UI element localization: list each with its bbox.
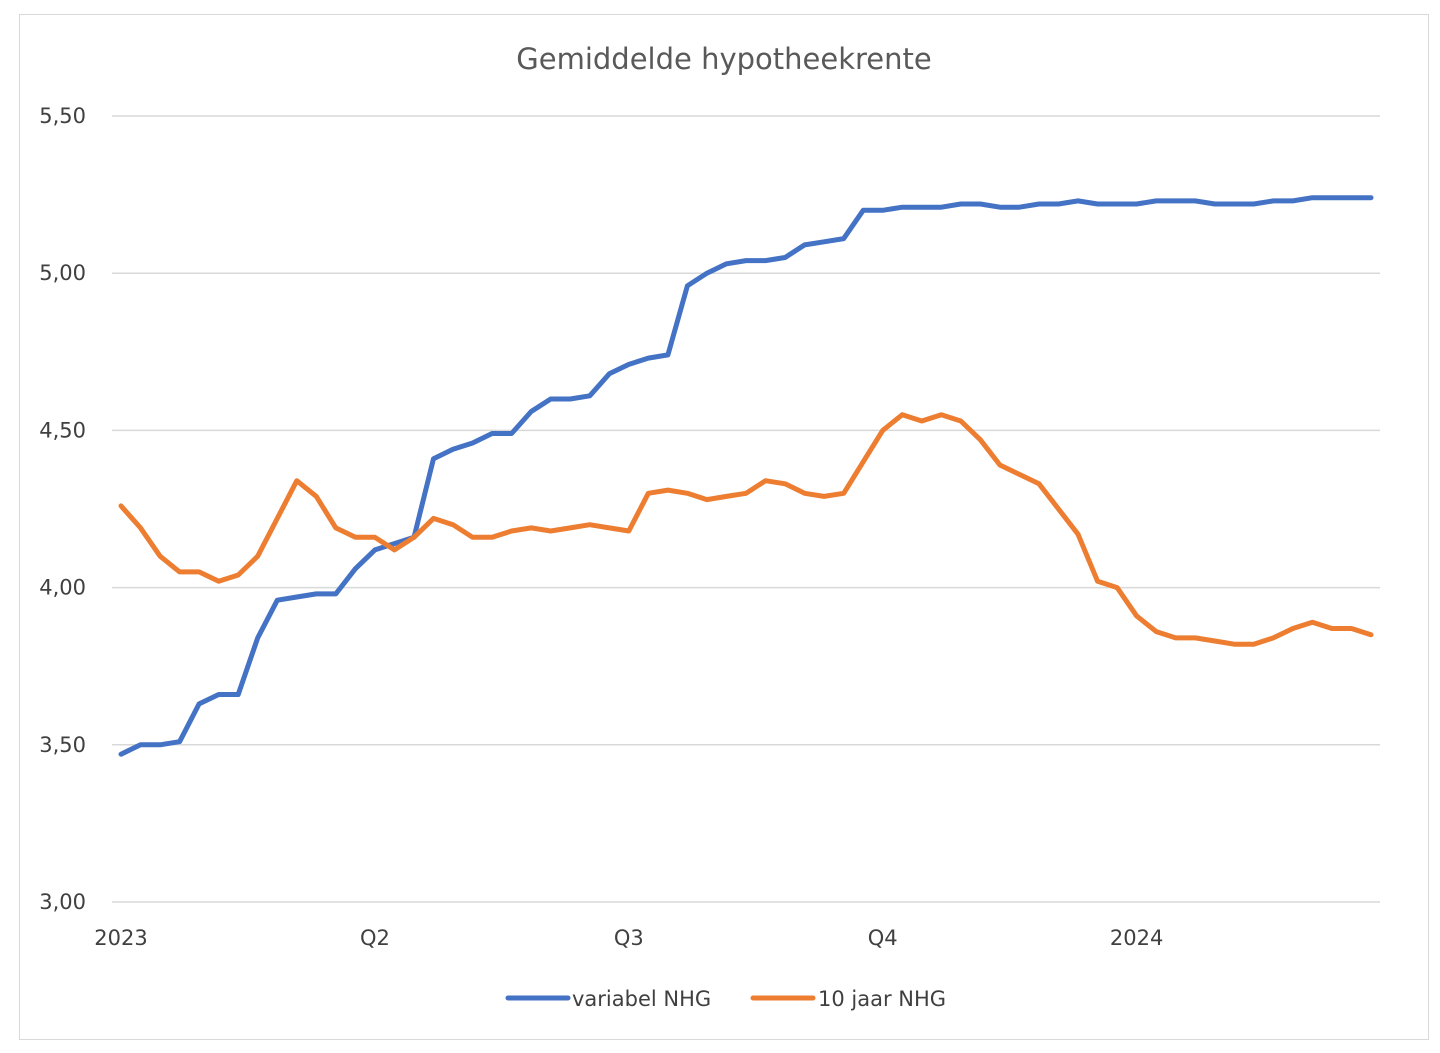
y-axis-ticks: 3,00 3,50 4,00 4,50 5,00 5,50 bbox=[39, 104, 86, 914]
series-line-variabel-nhg bbox=[118, 195, 1374, 757]
y-tick-label: 5,50 bbox=[39, 104, 86, 128]
legend: variabel NHG 10 jaar NHG bbox=[505, 987, 946, 1011]
y-tick-label: 4,00 bbox=[39, 576, 86, 600]
x-tick-label: 2023 bbox=[94, 926, 147, 950]
chart-frame bbox=[19, 14, 1429, 1040]
series-lines bbox=[118, 195, 1374, 757]
y-tick-label: 3,00 bbox=[39, 890, 86, 914]
y-tick-label: 4,50 bbox=[39, 418, 86, 442]
legend-label: 10 jaar NHG bbox=[818, 987, 946, 1011]
x-axis-ticks: 2023 Q2 Q3 Q4 2024 bbox=[94, 926, 1163, 950]
x-tick-label: Q4 bbox=[868, 926, 898, 950]
x-tick-label: 2024 bbox=[1110, 926, 1163, 950]
x-tick-label: Q2 bbox=[360, 926, 390, 950]
y-tick-label: 3,50 bbox=[39, 733, 86, 757]
x-tick-label: Q3 bbox=[614, 926, 644, 950]
series-line-10-jaar-nhg bbox=[118, 412, 1374, 647]
legend-label: variabel NHG bbox=[572, 987, 711, 1011]
chart-title: Gemiddelde hypotheekrente bbox=[516, 42, 931, 76]
gridlines bbox=[112, 115, 1380, 903]
y-tick-label: 5,00 bbox=[39, 261, 86, 285]
